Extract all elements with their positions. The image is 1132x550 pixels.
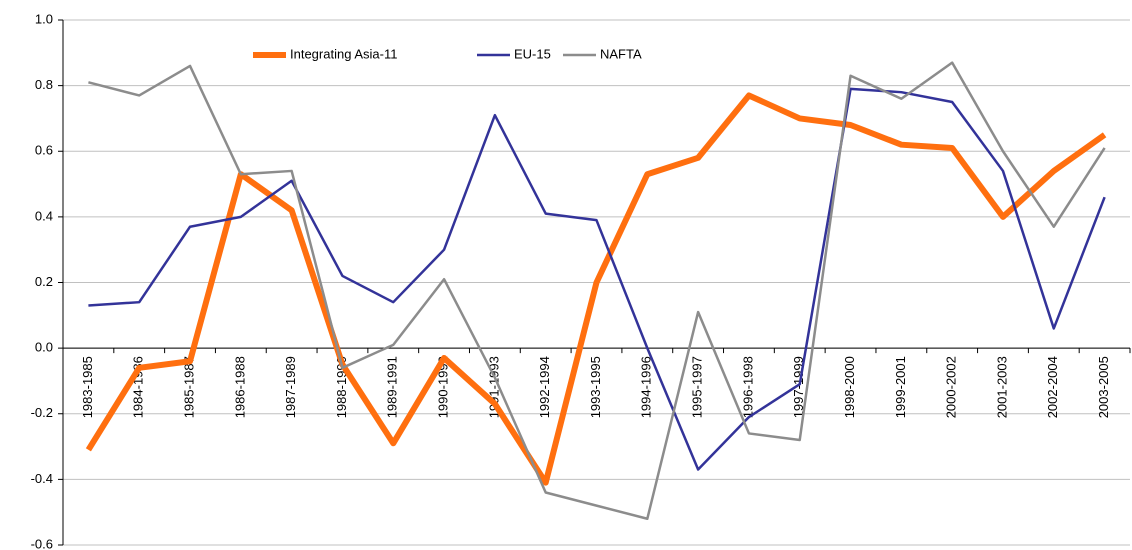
x-tick-label: 1994-1996	[639, 356, 654, 418]
x-tick-label: 1985-1987	[181, 356, 196, 418]
series-line	[88, 87, 1106, 471]
x-tick-label: 1987-1989	[283, 356, 298, 418]
y-tick-label: 0.4	[35, 208, 53, 223]
y-tick-label: 0.6	[35, 143, 53, 158]
x-tick-label: 1989-1991	[385, 356, 400, 418]
x-tick-label: 1999-2001	[893, 356, 908, 418]
y-tick-label: 0.8	[35, 77, 53, 92]
x-tick-label: 1983-1985	[80, 356, 95, 418]
legend-label: EU-15	[514, 46, 551, 61]
y-tick-label: -0.2	[31, 405, 53, 420]
series-line	[85, 92, 1107, 486]
x-tick-label: 1998-2000	[842, 356, 857, 418]
x-tick-label: 2001-2003	[994, 356, 1009, 418]
legend-label: NAFTA	[600, 46, 642, 61]
x-tick-label: 1986-1988	[232, 356, 247, 418]
legend-label: Integrating Asia-11	[290, 46, 397, 61]
x-tick-label: 2002-2004	[1045, 356, 1060, 418]
x-tick-label: 1995-1997	[690, 356, 705, 418]
y-tick-label: 0.2	[35, 274, 53, 289]
series-line	[88, 61, 1106, 520]
x-tick-label: 1996-1998	[740, 356, 755, 418]
y-tick-label: 1.0	[35, 11, 53, 26]
x-tick-label: 2000-2002	[944, 356, 959, 418]
x-tick-label: 1992-1994	[537, 356, 552, 418]
x-tick-label: 2003-2005	[1096, 356, 1111, 418]
y-tick-label: -0.6	[31, 536, 53, 550]
y-tick-label: -0.4	[31, 471, 53, 486]
x-tick-label: 1993-1995	[588, 356, 603, 418]
y-tick-label: 0.0	[35, 340, 53, 355]
